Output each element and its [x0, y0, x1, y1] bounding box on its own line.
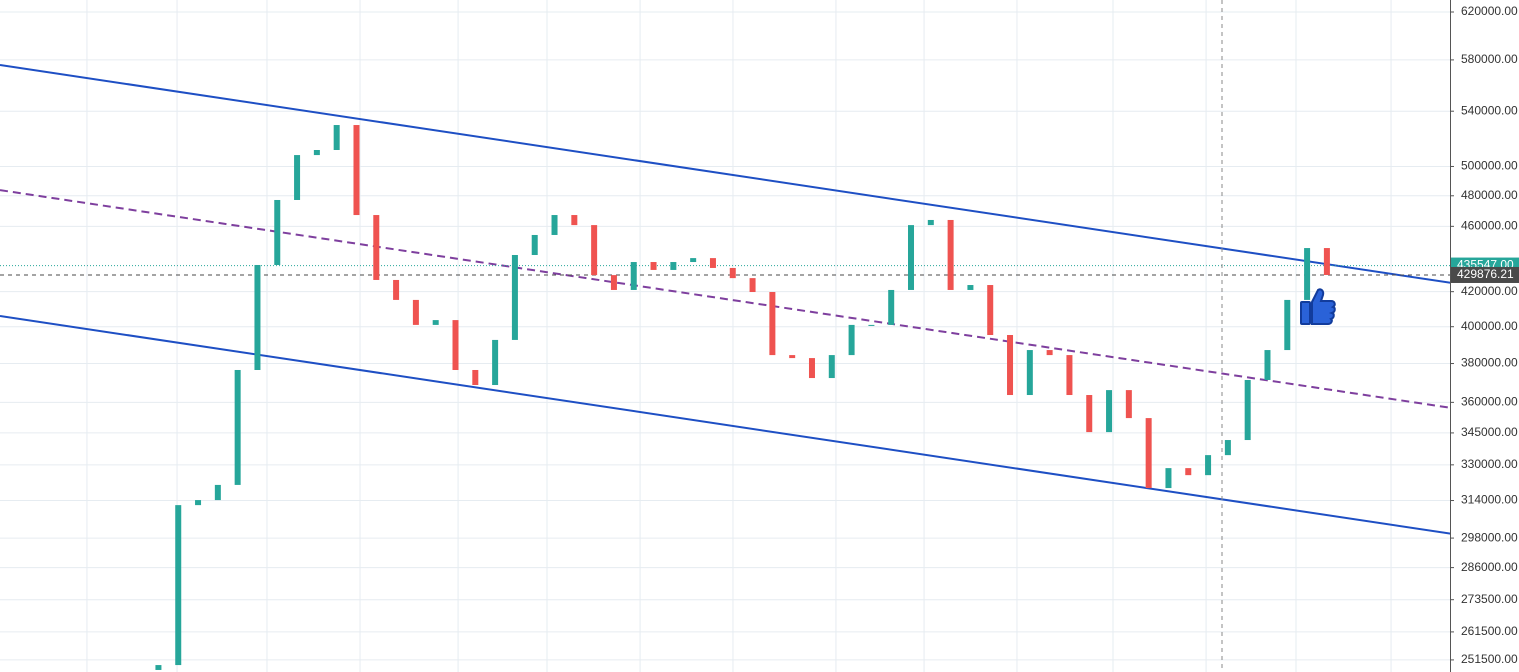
candle [551, 215, 558, 235]
candle [1284, 299, 1291, 351]
y-tick-label: 273500.00 [1461, 592, 1518, 606]
thumbs-up-icon [1300, 288, 1336, 325]
candle [729, 267, 736, 279]
candle [393, 279, 400, 300]
y-tick-label: 480000.00 [1461, 188, 1518, 202]
candle [709, 258, 716, 268]
candle [155, 665, 162, 670]
candle [531, 234, 538, 256]
price-label: 429876.21 [1457, 267, 1514, 281]
y-tick-label: 580000.00 [1461, 52, 1518, 66]
y-tick-label: 286000.00 [1461, 560, 1518, 574]
candle [412, 299, 419, 325]
y-tick-label: 420000.00 [1461, 284, 1518, 298]
candle [1026, 350, 1033, 396]
candle [769, 292, 776, 356]
y-tick-label: 400000.00 [1461, 319, 1518, 333]
candle [1106, 390, 1113, 433]
y-tick-label: 314000.00 [1461, 493, 1518, 507]
candle [591, 225, 598, 276]
candle [650, 262, 657, 270]
candle [967, 285, 974, 290]
trend-line [0, 189, 1519, 420]
axis-panel [1450, 0, 1519, 672]
candle [1323, 248, 1330, 275]
candle [947, 219, 954, 290]
y-tick-label: 620000.00 [1461, 4, 1518, 18]
candle [432, 320, 439, 325]
y-tick-label: 330000.00 [1461, 457, 1518, 471]
candle [749, 278, 756, 293]
candle [987, 285, 994, 336]
candle [1224, 440, 1231, 456]
candle [1185, 468, 1192, 476]
y-tick-label: 251500.00 [1461, 652, 1518, 666]
y-tick-label: 540000.00 [1461, 103, 1518, 117]
y-tick-label: 298000.00 [1461, 530, 1518, 544]
candle [1086, 395, 1093, 433]
cuff [1300, 301, 1311, 325]
candle [472, 369, 479, 386]
candle [848, 324, 855, 356]
y-tick-label: 345000.00 [1461, 425, 1518, 439]
candle [1066, 355, 1073, 396]
candle [1244, 379, 1251, 441]
candle [175, 505, 182, 666]
candle [452, 320, 459, 370]
candle [294, 155, 301, 200]
candle [571, 215, 578, 226]
price-label-bg [1451, 266, 1519, 283]
trend-line [0, 63, 1519, 295]
y-tick-label: 500000.00 [1461, 159, 1518, 173]
y-tick-label: 460000.00 [1461, 219, 1518, 233]
candle [353, 125, 360, 216]
price-axis: 620000.00 580000.00 540000.00 500000.00 4800… [1450, 0, 1519, 672]
candle [670, 262, 677, 270]
candle [373, 215, 380, 280]
candle [195, 500, 202, 506]
grid [0, 0, 1450, 672]
candle [274, 199, 281, 265]
candle [1046, 350, 1053, 356]
candle [789, 355, 796, 359]
y-tick-label: 380000.00 [1461, 356, 1518, 370]
candle [908, 225, 915, 290]
candle [333, 125, 340, 150]
candle [1304, 248, 1311, 300]
candle [927, 219, 934, 226]
candle [234, 369, 241, 485]
candle [214, 484, 221, 501]
candle [1165, 468, 1172, 489]
candle [1145, 418, 1152, 489]
candle [1007, 335, 1014, 396]
candle [868, 324, 875, 326]
candle [888, 289, 895, 325]
candle [1264, 350, 1271, 380]
y-tick-label: 261500.00 [1461, 624, 1518, 638]
thumb [1311, 288, 1336, 325]
y-tick-label: 360000.00 [1461, 395, 1518, 409]
trend-line [0, 315, 1519, 545]
candle [492, 339, 499, 386]
candle [630, 262, 637, 290]
candle [808, 358, 815, 379]
candle [511, 255, 518, 340]
candle [1125, 390, 1132, 419]
candle [828, 355, 835, 379]
candle [254, 264, 261, 370]
candle [313, 149, 320, 156]
candle [690, 258, 697, 263]
candle [1205, 455, 1212, 476]
candle [610, 275, 617, 290]
